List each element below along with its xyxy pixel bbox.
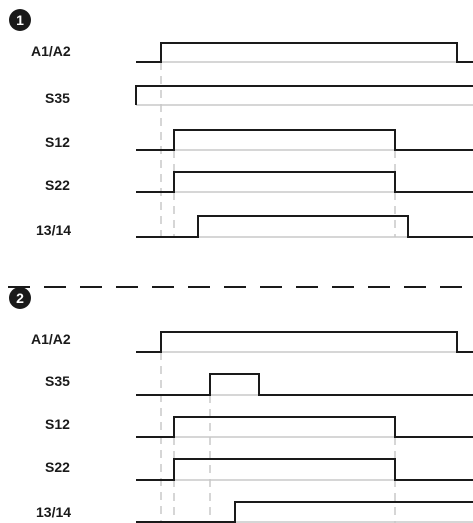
waveform-s35	[136, 373, 473, 396]
signal-label-s22: S22	[45, 459, 70, 475]
waveform-s35	[135, 85, 473, 105]
svg-text:2: 2	[16, 290, 24, 306]
signal-label-1314: 13/14	[36, 222, 71, 238]
signal-label-s35: S35	[45, 90, 70, 106]
signal-label-s22: S22	[45, 177, 70, 193]
signal-label-s12: S12	[45, 416, 70, 432]
signal-label-1314: 13/14	[36, 504, 71, 520]
signal-label-a1a2: A1/A2	[31, 43, 71, 59]
signal-label-a1a2: A1/A2	[31, 331, 71, 347]
waveform-s22	[136, 171, 473, 193]
waveform-s12	[136, 416, 473, 438]
signal-label-s35: S35	[45, 373, 70, 389]
signal-label-s12: S12	[45, 134, 70, 150]
waveform-a1a2	[136, 42, 473, 63]
waveform-s22	[136, 458, 473, 481]
section-1-badge: 1	[9, 9, 31, 31]
svg-text:1: 1	[16, 12, 24, 28]
waveform-s12	[136, 129, 473, 151]
waveform-a1a2	[136, 331, 473, 353]
waveform-1314	[136, 501, 473, 523]
waveform-1314	[136, 215, 473, 238]
section-2-badge: 2	[9, 287, 31, 309]
